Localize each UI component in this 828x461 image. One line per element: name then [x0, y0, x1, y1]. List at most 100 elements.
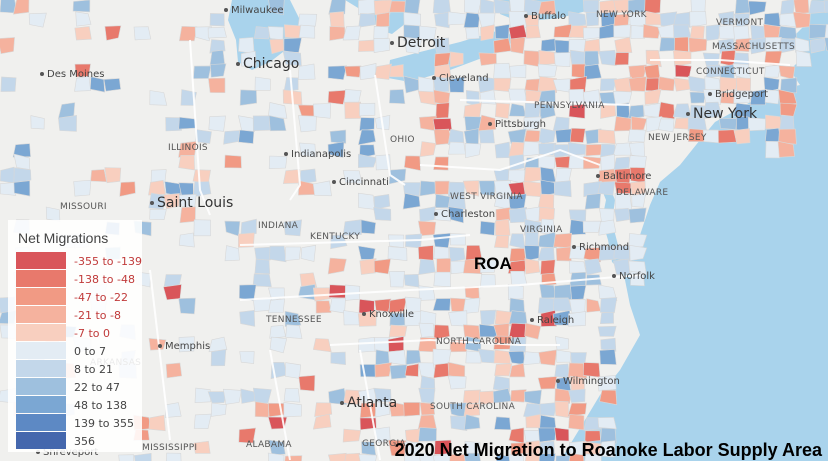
county-shape: [360, 219, 377, 235]
city-dot-icon: [150, 201, 154, 205]
county-shape: [436, 257, 452, 275]
county-shape: [628, 233, 648, 249]
county-shape: [554, 336, 569, 350]
legend-swatch: [16, 306, 66, 323]
county-shape: [598, 284, 618, 301]
legend-swatch: [16, 270, 66, 287]
city-dot-icon: [612, 274, 616, 278]
county-shape: [614, 181, 632, 197]
county-shape: [778, 37, 798, 54]
county-shape: [165, 452, 182, 461]
county-shape: [148, 179, 166, 196]
legend-label: -355 to -139: [74, 255, 142, 268]
county-shape: [794, 37, 810, 53]
city-name: Chicago: [243, 56, 300, 72]
county-shape: [344, 65, 362, 78]
county-shape: [298, 115, 317, 133]
county-shape: [374, 298, 392, 313]
county-shape: [540, 166, 556, 183]
county-shape: [388, 324, 408, 338]
county-shape: [298, 374, 316, 392]
state-label: MISSISSIPPI: [142, 443, 197, 453]
county-shape: [284, 362, 302, 379]
city-label: Buffalo: [524, 12, 566, 22]
legend-label: -7 to 0: [74, 327, 111, 340]
county-shape: [28, 12, 47, 28]
county-shape: [464, 440, 481, 457]
city-dot-icon: [434, 212, 438, 216]
county-shape: [404, 0, 421, 15]
county-shape: [540, 179, 556, 197]
county-shape: [13, 180, 31, 197]
state-name: GEORGIA: [362, 439, 406, 449]
county-shape: [210, 402, 227, 417]
county-shape: [764, 64, 781, 78]
county-shape: [584, 258, 603, 276]
county-shape: [538, 49, 558, 66]
city-dot-icon: [432, 76, 436, 80]
state-name: MISSOURI: [60, 202, 107, 212]
county-shape: [777, 140, 795, 158]
county-shape: [556, 349, 572, 363]
county-shape: [58, 115, 77, 132]
county-shape: [568, 414, 585, 431]
county-shape: [342, 219, 362, 236]
city-dot-icon: [524, 14, 528, 18]
county-shape: [417, 245, 434, 262]
county-shape: [523, 50, 540, 67]
county-shape: [239, 309, 256, 327]
county-shape: [75, 11, 92, 27]
county-shape: [0, 76, 17, 92]
county-shape: [240, 50, 257, 67]
legend-swatch: [16, 252, 66, 269]
city-name: Milwaukee: [231, 5, 284, 16]
county-shape: [568, 260, 587, 274]
county-shape: [539, 283, 557, 299]
legend: Net Migrations -355 to -139 -138 to -48 -4…: [8, 220, 142, 452]
city-name: Saint Louis: [157, 195, 234, 211]
county-shape: [628, 260, 647, 275]
county-shape: [133, 26, 152, 41]
county-shape: [358, 454, 378, 461]
county-shape: [584, 193, 602, 210]
county-shape: [267, 102, 288, 119]
state-name: MASSACHUSETTS: [712, 42, 796, 52]
state-name: TENNESSEE: [266, 315, 322, 325]
county-shape: [192, 169, 211, 184]
city-name: Raleigh: [537, 315, 575, 326]
county-shape: [583, 63, 602, 80]
state-name: KENTUCKY: [310, 232, 361, 242]
city-name: Indianapolis: [291, 149, 352, 160]
county-shape: [178, 140, 198, 158]
county-shape: [493, 168, 511, 182]
county-shape: [193, 219, 211, 237]
county-shape: [478, 129, 495, 144]
county-shape: [628, 142, 646, 158]
county-shape: [447, 194, 467, 210]
city-dot-icon: [530, 318, 534, 322]
county-shape: [509, 0, 525, 13]
legend-label: -21 to -8: [74, 309, 121, 322]
state-label: ILLINOIS: [168, 143, 208, 153]
county-shape: [631, 192, 646, 208]
county-shape: [523, 116, 542, 131]
county-shape: [375, 11, 390, 28]
state-label: PENNSYLVANIA: [534, 101, 605, 111]
county-shape: [525, 24, 541, 39]
county-shape: [358, 13, 376, 28]
county-shape: [765, 140, 781, 159]
city-dot-icon: [686, 112, 690, 116]
county-shape: [373, 0, 392, 16]
county-shape: [540, 309, 557, 327]
county-shape: [567, 362, 588, 379]
county-shape: [435, 102, 450, 119]
county-shape: [104, 25, 122, 41]
county-shape: [538, 453, 556, 461]
county-shape: [689, 91, 706, 104]
county-shape: [494, 141, 511, 159]
city-label: Charleston: [434, 210, 495, 220]
county-shape: [537, 376, 558, 390]
city-label: Raleigh: [530, 316, 574, 326]
county-shape: [209, 39, 226, 54]
county-shape: [118, 454, 135, 461]
